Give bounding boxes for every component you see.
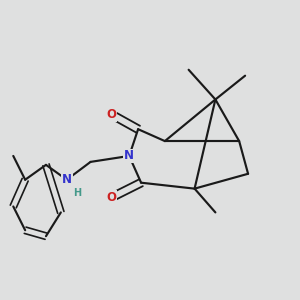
Text: N: N <box>124 149 134 162</box>
Text: O: O <box>106 108 116 121</box>
Text: N: N <box>62 173 72 186</box>
Text: O: O <box>106 191 116 204</box>
Text: H: H <box>73 188 81 198</box>
